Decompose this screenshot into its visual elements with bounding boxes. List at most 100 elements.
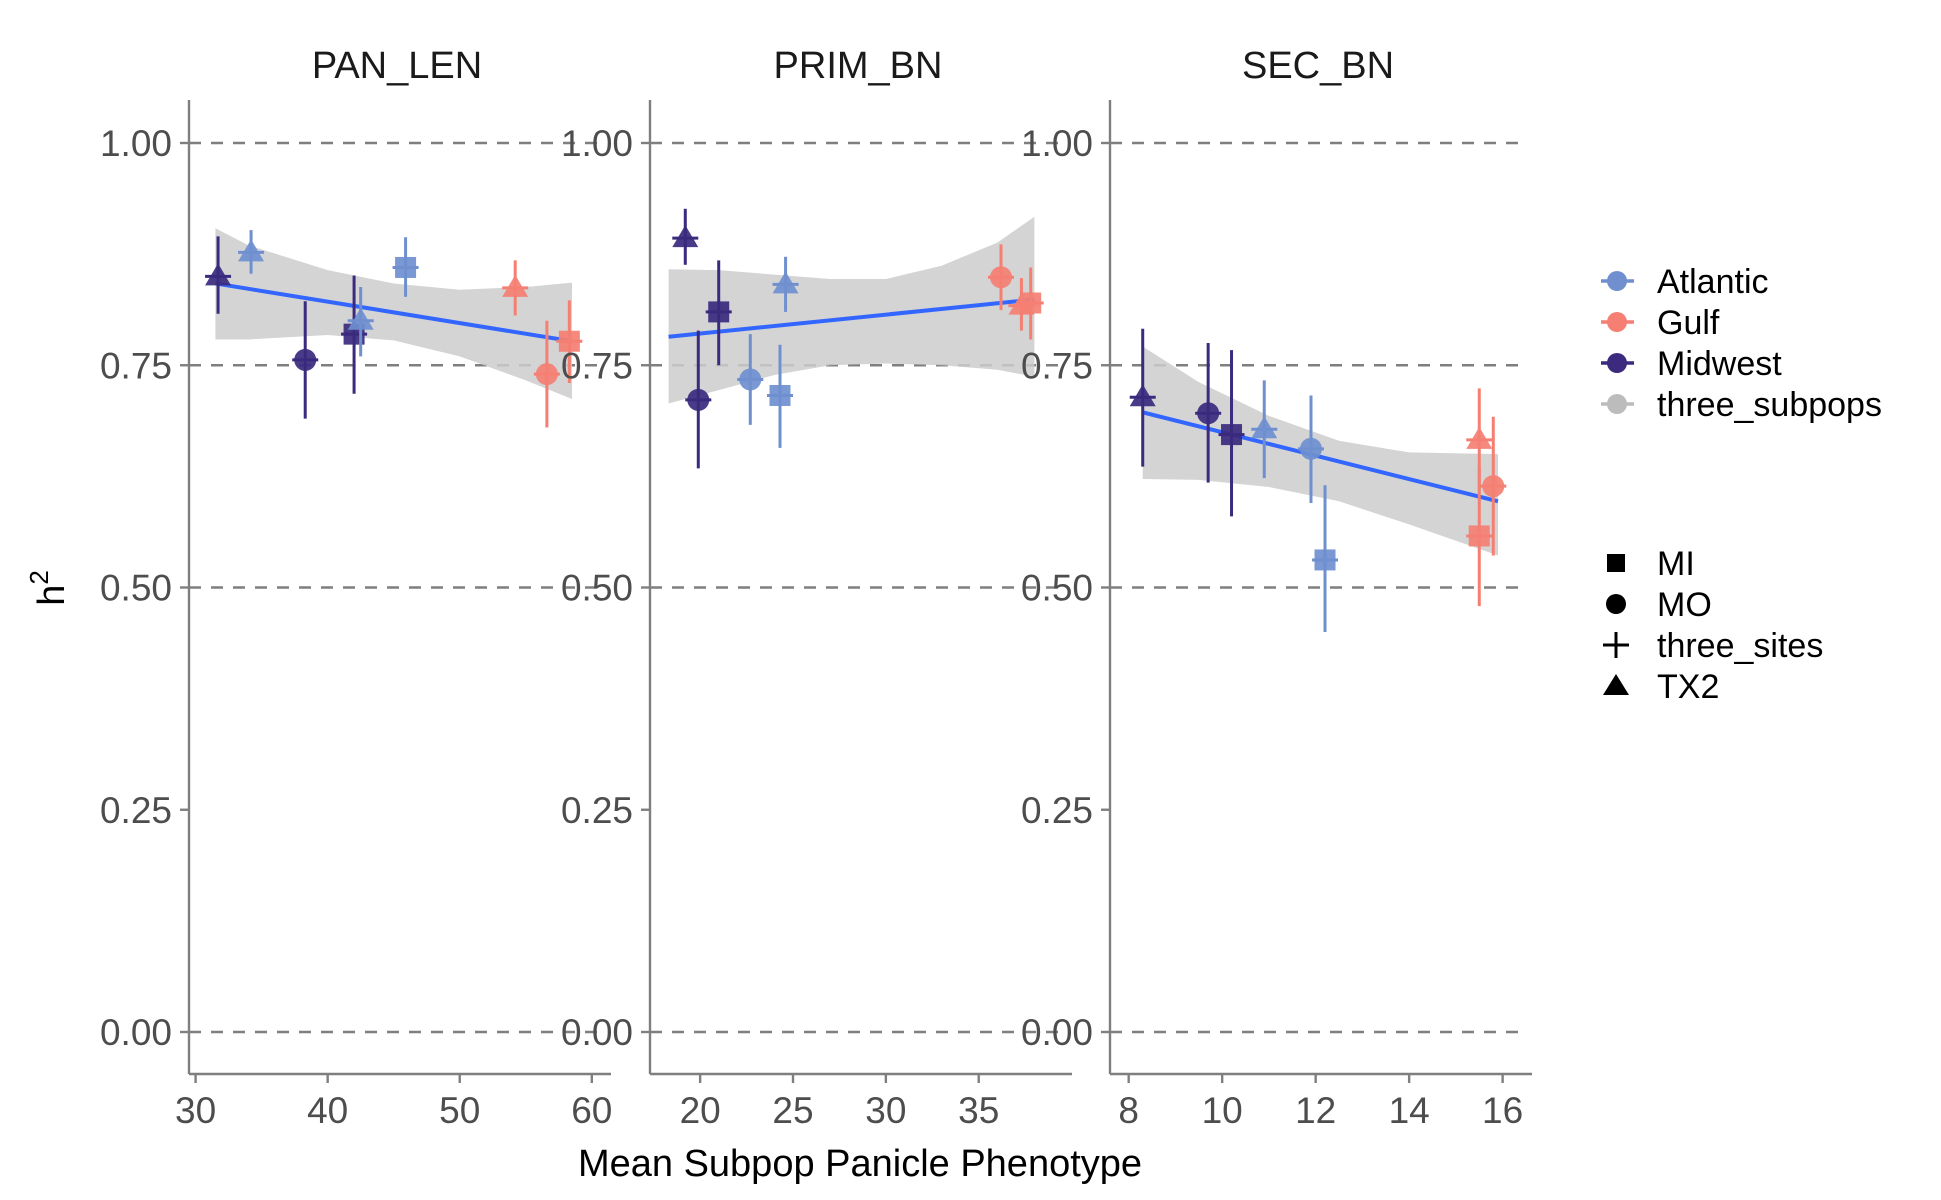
square-marker xyxy=(1468,525,1490,547)
y-tick-label: 0.00 xyxy=(1021,1012,1093,1053)
data-point-atlantic-circle xyxy=(737,334,764,425)
x-tick-label: 40 xyxy=(307,1090,348,1131)
data-point-midwest-circle xyxy=(292,301,319,419)
circle-marker xyxy=(990,266,1012,289)
facet-sec-bn: SEC_BN 0.00 0.25 0.50 0.75 1.00 8 10 12 14 16 xyxy=(1021,45,1532,1131)
triangle-marker xyxy=(205,263,232,286)
y-tick-label: 0.75 xyxy=(1021,345,1093,386)
legend-shape-item: MI xyxy=(1607,545,1695,583)
legend-key-dot xyxy=(1607,353,1627,373)
legend-label: MO xyxy=(1657,586,1712,624)
data-point-atlantic-square xyxy=(767,344,793,448)
legend-shape-item: three_sites xyxy=(1603,627,1823,665)
x-tick-label: 12 xyxy=(1295,1090,1336,1131)
y-tick-label: 1.00 xyxy=(100,123,172,164)
triangle-marker xyxy=(772,271,799,294)
triangle-marker xyxy=(238,239,265,262)
y-axis-title: h2 xyxy=(24,570,73,606)
legend-plus-marker xyxy=(1603,632,1629,658)
data-point-atlantic-square xyxy=(1312,485,1339,632)
x-tick-label: 25 xyxy=(772,1090,813,1131)
facet-prim-bn: PRIM_BN 0.00 0.25 0.50 0.75 1.00 20 25 30 35 xyxy=(561,45,1072,1131)
legend-triangle-marker xyxy=(1603,674,1629,695)
data-point-atlantic-triangle xyxy=(1251,380,1278,479)
data-point-gulf-square xyxy=(1017,267,1044,340)
data-point-midwest-square xyxy=(705,260,732,366)
data-point-atlantic-square xyxy=(392,237,419,297)
regression-line xyxy=(215,281,573,344)
y-tick-label: 1.00 xyxy=(1021,123,1093,164)
circle-marker xyxy=(535,363,558,386)
square-marker xyxy=(708,301,730,323)
y-tick-label: 0.25 xyxy=(561,790,633,831)
legend-label: three_subpops xyxy=(1657,386,1882,424)
legend-shape-item: MO xyxy=(1606,586,1712,624)
x-tick-label: 50 xyxy=(439,1090,480,1131)
circle-marker xyxy=(739,368,762,391)
legend-shape-item: TX2 xyxy=(1603,668,1719,706)
facet-title: SEC_BN xyxy=(1242,45,1394,87)
regression-line xyxy=(668,297,1035,339)
legend-key-dot xyxy=(1607,312,1627,332)
x-tick-label: 20 xyxy=(680,1090,721,1131)
x-tick-label: 35 xyxy=(958,1090,999,1131)
data-point-midwest-triangle xyxy=(205,236,232,314)
triangle-marker xyxy=(347,307,374,330)
legend-label: Atlantic xyxy=(1657,263,1769,301)
y-tick-label: 0.25 xyxy=(100,790,172,831)
legend-key-dot xyxy=(1607,271,1627,291)
y-tick-label: 0.50 xyxy=(100,568,172,609)
x-tick-label: 10 xyxy=(1202,1090,1243,1131)
legend-label: MI xyxy=(1657,545,1695,583)
circle-marker xyxy=(1197,402,1220,425)
y-tick-label: 0.25 xyxy=(1021,790,1093,831)
legend-label: Midwest xyxy=(1657,345,1782,383)
triangle-marker xyxy=(1466,426,1493,449)
legend-label: TX2 xyxy=(1657,668,1719,706)
legend-color-item: Midwest xyxy=(1601,345,1782,383)
x-tick-label: 14 xyxy=(1389,1090,1430,1131)
y-tick-label: 1.00 xyxy=(561,123,633,164)
legend-color-item: Gulf xyxy=(1601,304,1720,342)
data-point-gulf-triangle xyxy=(502,260,529,316)
facet-title: PAN_LEN xyxy=(312,45,482,87)
square-marker xyxy=(1314,549,1336,571)
data-point-midwest-triangle xyxy=(1129,328,1156,467)
legend-label: three_sites xyxy=(1657,627,1823,665)
circle-marker xyxy=(294,348,317,371)
square-marker xyxy=(558,330,580,352)
data-point-atlantic-triangle xyxy=(772,256,799,312)
y-tick-label: 0.00 xyxy=(100,1012,172,1053)
legend-color-item: three_subpops xyxy=(1601,386,1882,424)
legend-key-dot xyxy=(1607,394,1627,414)
square-marker xyxy=(395,256,417,278)
data-point-atlantic-triangle xyxy=(347,287,374,357)
data-point-midwest-triangle xyxy=(672,208,699,265)
data-point-midwest-square xyxy=(1218,350,1245,517)
y-tick-label: 0.75 xyxy=(561,345,633,386)
circle-marker xyxy=(1299,437,1322,460)
y-axis-title-main: h xyxy=(31,585,73,606)
y-axis-title-superscript: 2 xyxy=(24,570,54,584)
square-marker xyxy=(1221,424,1243,446)
y-tick-label: 0.75 xyxy=(100,345,172,386)
legend-color-item: Atlantic xyxy=(1601,263,1769,301)
triangle-marker xyxy=(502,274,529,297)
data-point-gulf-circle xyxy=(1480,416,1507,556)
data-point-gulf-circle xyxy=(988,244,1014,311)
regression-line xyxy=(1142,410,1499,504)
square-marker xyxy=(1020,292,1042,314)
x-tick-label: 8 xyxy=(1118,1090,1139,1131)
x-tick-label: 30 xyxy=(865,1090,906,1131)
legend-circle-marker xyxy=(1606,594,1626,614)
triangle-marker xyxy=(1129,384,1156,407)
triangle-marker xyxy=(672,225,699,248)
circle-marker xyxy=(1482,475,1505,498)
data-point-midwest-circle xyxy=(1195,343,1222,483)
data-point-gulf-circle xyxy=(533,320,560,428)
x-tick-label: 60 xyxy=(571,1090,612,1131)
facet-pan-len: PAN_LEN 0.00 0.25 0.50 0.75 1.00 30 40 50 60 xyxy=(100,45,612,1131)
circle-marker xyxy=(687,388,710,411)
